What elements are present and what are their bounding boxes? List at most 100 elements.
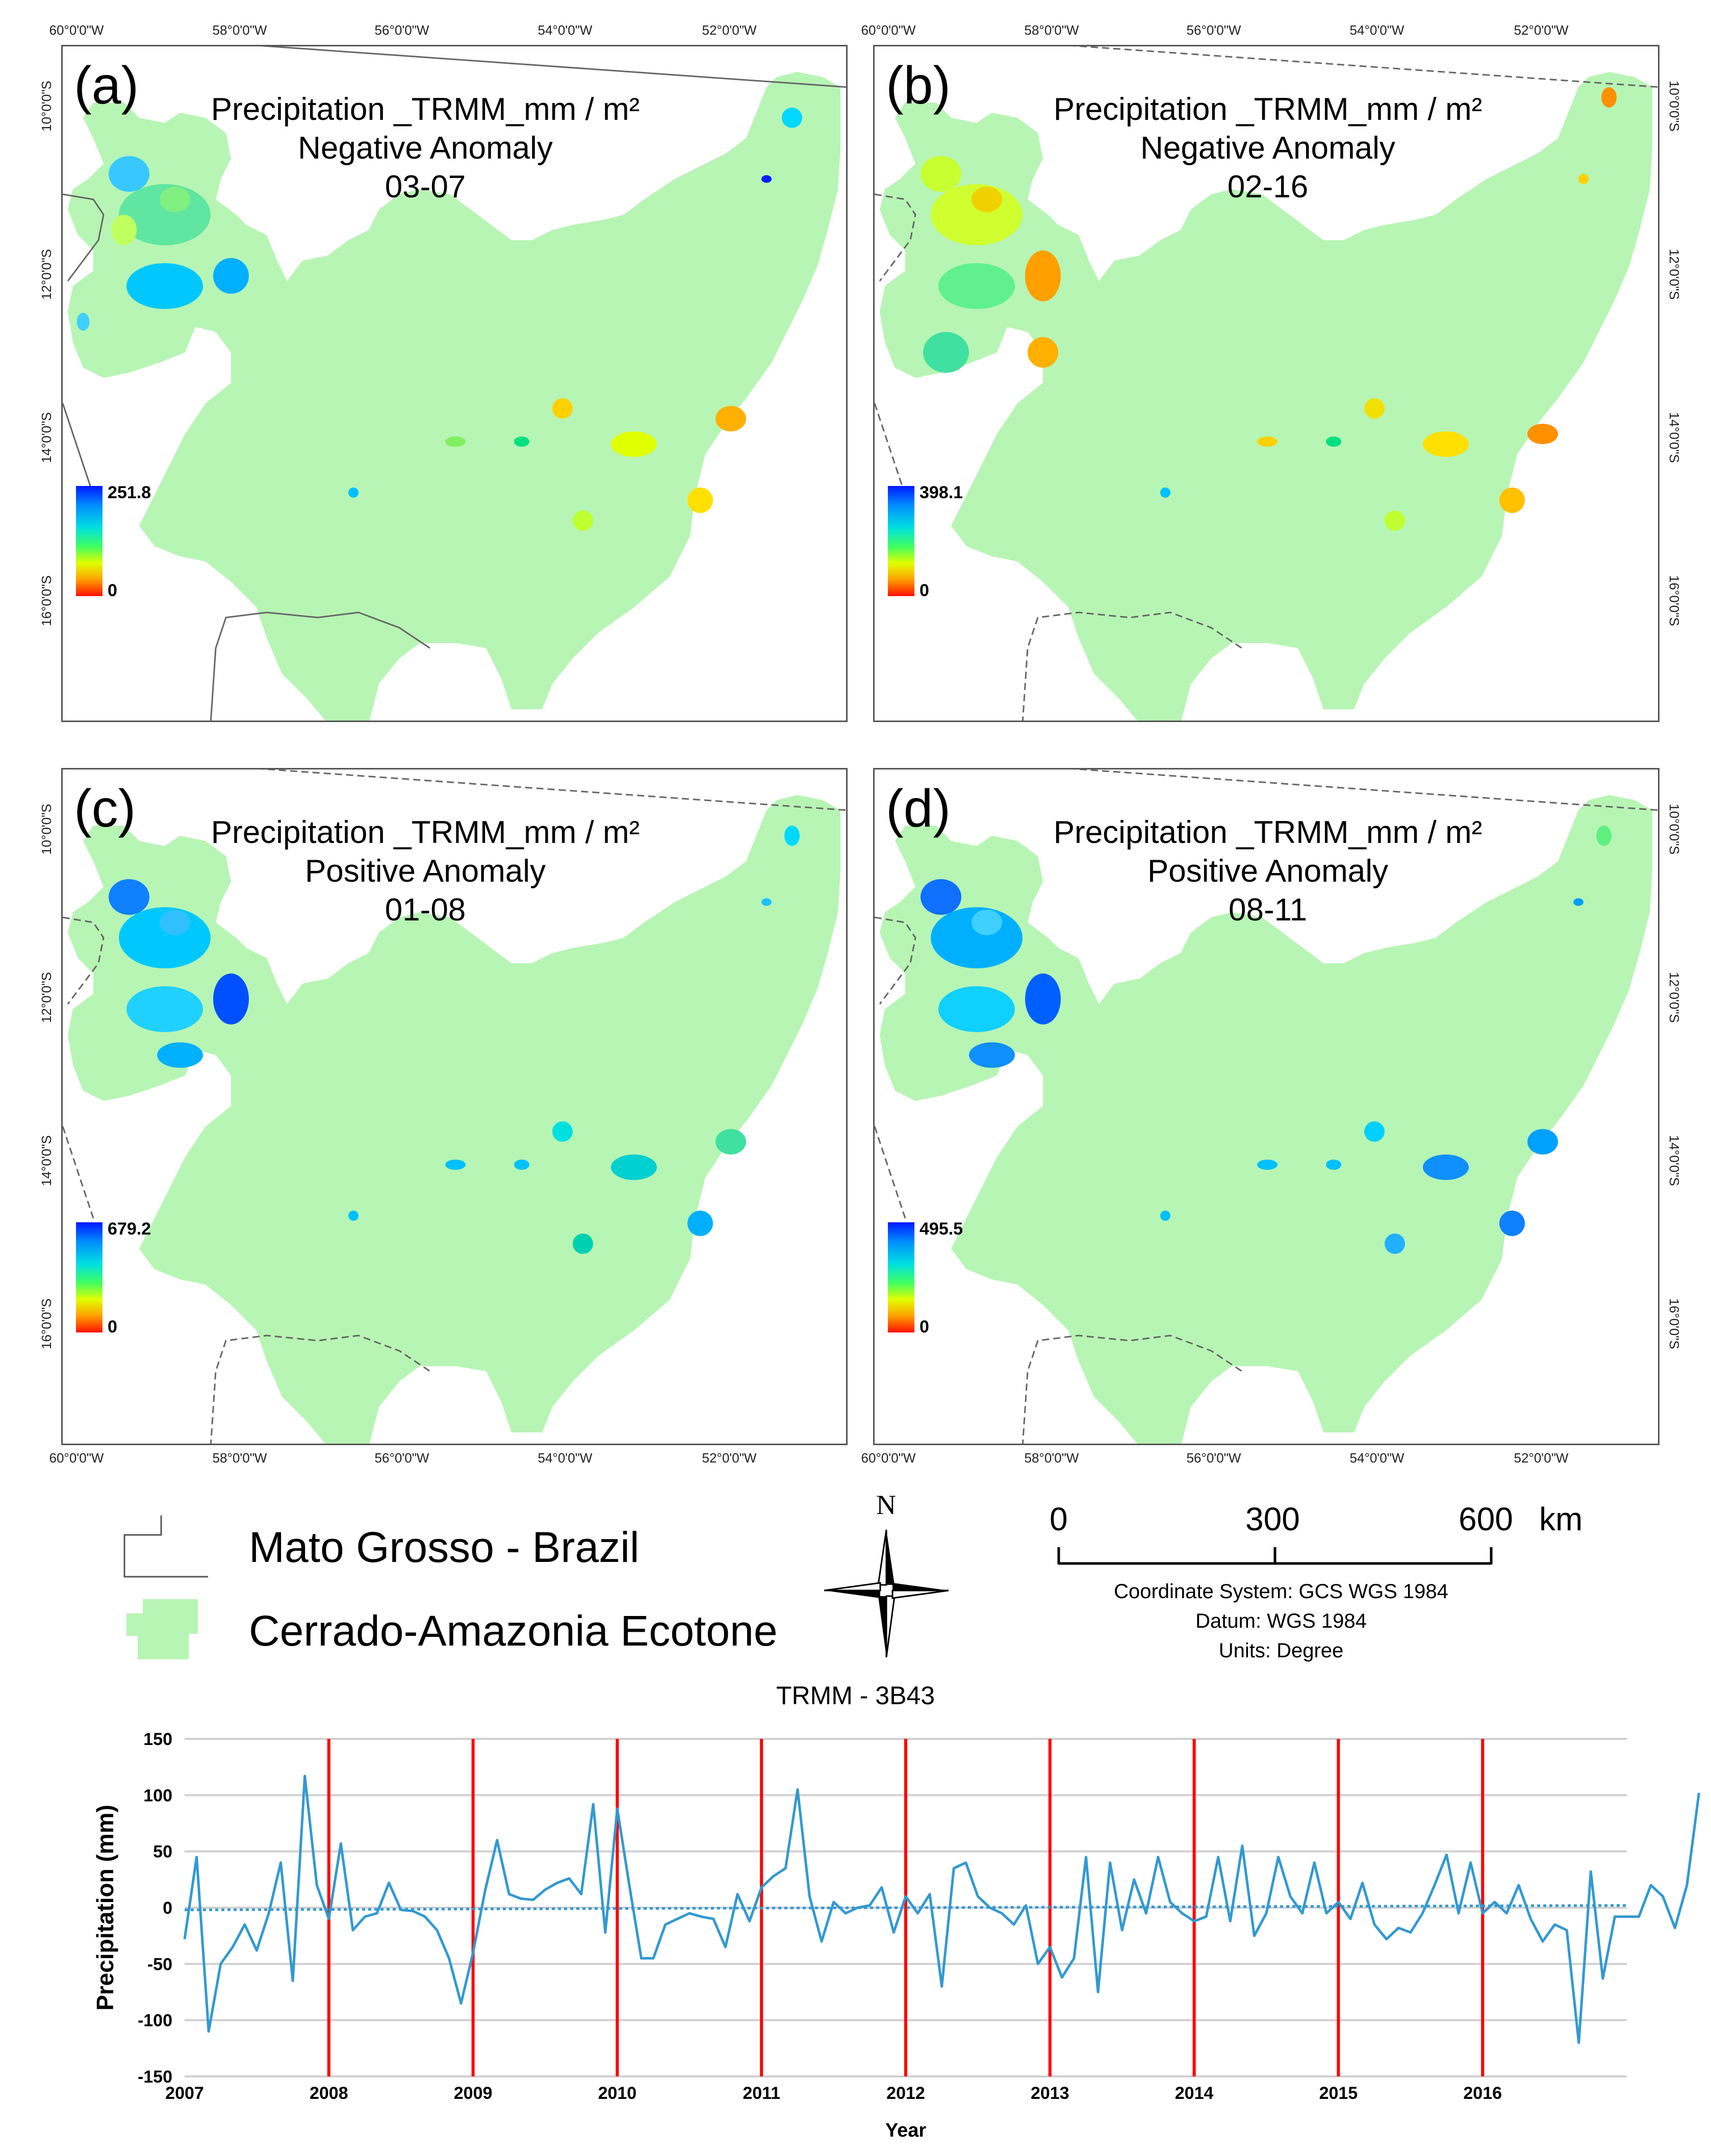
anomaly-cell	[213, 973, 249, 1024]
anomaly-cell	[969, 1042, 1015, 1068]
panel-title-line2: Negative Anomaly	[298, 131, 553, 166]
colorbar-min: 0	[920, 581, 929, 600]
anomaly-cell	[552, 398, 573, 419]
panel-label: (a)	[74, 56, 139, 115]
colorbar-min: 0	[920, 1317, 929, 1337]
anomaly-cell	[716, 1129, 746, 1154]
anomaly-cell	[923, 332, 969, 373]
anomaly-cell	[1025, 250, 1061, 301]
state-border	[63, 46, 846, 721]
y-tick-label: 100	[143, 1786, 172, 1805]
scale-600: 600	[1459, 1501, 1513, 1537]
anomaly-cell	[1499, 487, 1525, 513]
lat-tick: 16°0'0"S	[39, 1298, 54, 1349]
lat-tick: 12°0'0"S	[39, 249, 54, 300]
anomaly-cell	[1160, 487, 1170, 498]
x-tick-label: 2014	[1175, 2084, 1214, 2103]
lat-tick: 16°0'0"S	[1667, 1298, 1682, 1349]
anomaly-cell	[1257, 437, 1278, 447]
anomaly-cell	[573, 510, 593, 531]
lon-tick: 56°0'0"W	[1186, 1450, 1241, 1466]
colorbar-max: 251.8	[108, 483, 151, 502]
panel-title-line1: Precipitation _TRMM_mm / m²	[211, 92, 640, 127]
colorbar	[888, 486, 914, 596]
panel-title-line3: 03-07	[385, 169, 466, 204]
colorbar-max: 495.5	[920, 1219, 963, 1239]
x-tick-label: 2015	[1319, 2084, 1358, 2103]
anomaly-cell	[1527, 424, 1558, 444]
lon-tick: 60°0'0"W	[49, 22, 104, 38]
anomaly-cell	[716, 406, 746, 431]
anomaly-cell	[1499, 1211, 1525, 1236]
anomaly-cell	[611, 1154, 657, 1180]
ecotone-area	[68, 72, 840, 721]
anomaly-cell	[687, 487, 713, 513]
ecotone-area	[880, 795, 1652, 1444]
anomaly-cell	[1025, 973, 1061, 1024]
panel-label: (b)	[886, 56, 951, 115]
anomaly-cell	[126, 986, 203, 1032]
legend-ecotone-label: Cerrado-Amazonia Ecotone	[249, 1607, 778, 1655]
lat-tick: 10°0'0"S	[39, 804, 54, 855]
map-canvas	[875, 769, 1658, 1444]
scale-0: 0	[1050, 1501, 1068, 1537]
map-panel-a: (a) Precipitation _TRMM_mm / m² Negative A…	[61, 45, 848, 722]
map-canvas	[63, 769, 846, 1444]
anomaly-cell	[348, 487, 359, 498]
anomaly-cell	[1578, 174, 1589, 184]
lat-tick: 12°0'0"S	[1667, 972, 1682, 1023]
x-tick-label: 2012	[886, 2084, 925, 2103]
lon-tick: 56°0'0"W	[1186, 22, 1241, 38]
lon-tick: 58°0'0"W	[212, 1450, 267, 1466]
map-canvas	[63, 46, 846, 721]
colorbar	[888, 1222, 914, 1332]
lon-tick: 58°0'0"W	[1024, 1450, 1079, 1466]
anomaly-cell	[1326, 1160, 1341, 1170]
panel-title-line1: Precipitation _TRMM_mm / m²	[1053, 92, 1483, 127]
lon-tick: 52°0'0"W	[1514, 22, 1569, 38]
x-axis-label: Year	[885, 2120, 927, 2141]
anomaly-cell	[157, 1042, 203, 1068]
panel-title-line2: Negative Anomaly	[1140, 131, 1395, 166]
chart-title: TRMM - 3B43	[776, 1681, 935, 1710]
anomaly-cell	[348, 1211, 359, 1221]
lon-tick: 60°0'0"W	[861, 22, 916, 38]
lon-tick: 60°0'0"W	[49, 1450, 104, 1466]
panel-label: (c)	[74, 779, 136, 838]
lat-tick: 14°0'0"S	[1667, 1135, 1682, 1186]
lat-tick: 10°0'0"S	[1667, 804, 1682, 855]
anomaly-cell	[938, 986, 1015, 1032]
anomaly-cell	[160, 187, 190, 212]
anomaly-cell	[1257, 1160, 1278, 1170]
anomaly-cell	[1385, 510, 1405, 531]
lon-tick: 58°0'0"W	[1024, 22, 1079, 38]
anomaly-cell	[1028, 337, 1058, 368]
colorbar-min: 0	[108, 1317, 117, 1337]
anomaly-cell	[1423, 1154, 1469, 1180]
anomaly-cell	[1596, 826, 1612, 846]
anomaly-cell	[1385, 1234, 1405, 1254]
x-tick-label: 2010	[598, 2084, 637, 2103]
panel-title-line2: Positive Anomaly	[304, 854, 546, 889]
state-border	[875, 46, 1658, 721]
scale-bar	[1057, 1547, 1493, 1565]
y-tick-label: 50	[153, 1842, 172, 1862]
ecotone-area	[880, 72, 1652, 721]
x-tick-label: 2007	[165, 2084, 204, 2103]
y-axis-label: Precipitation (mm)	[92, 1805, 118, 2011]
anomaly-cell	[1573, 898, 1584, 906]
anomaly-cell	[514, 1160, 529, 1170]
lat-tick: 14°0'0"S	[39, 412, 54, 463]
lat-tick: 10°0'0"S	[39, 81, 54, 132]
x-tick-label: 2008	[310, 2084, 348, 2103]
x-tick-label: 2009	[454, 2084, 493, 2103]
anomaly-cell	[76, 313, 90, 331]
anomaly-cell	[111, 215, 137, 245]
lat-tick: 16°0'0"S	[39, 575, 54, 626]
anomaly-cell	[1423, 431, 1469, 457]
anomaly-cell	[552, 1121, 573, 1142]
panel-title-line3: 08-11	[1229, 892, 1307, 928]
panel-title-line2: Positive Anomaly	[1147, 854, 1389, 889]
anomaly-cell	[782, 108, 802, 128]
trmm-line-chart: -150 -100 -50 0 50 100 150 2007 2008 2009 2010 2011…	[92, 1730, 1700, 2141]
